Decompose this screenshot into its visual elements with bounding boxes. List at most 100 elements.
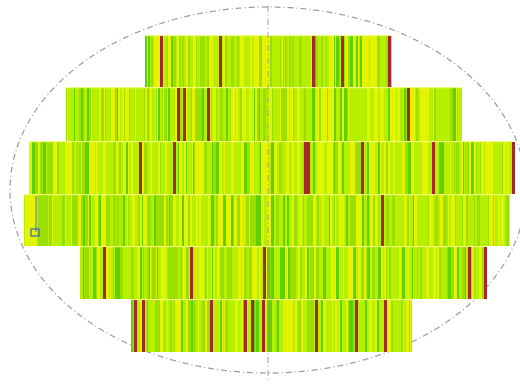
die-column xyxy=(276,194,279,246)
die-column xyxy=(316,246,319,299)
die-column xyxy=(43,141,46,194)
die-column xyxy=(219,299,220,352)
die-column xyxy=(40,141,43,194)
die-column xyxy=(477,194,480,246)
die-column xyxy=(193,141,194,194)
die-column xyxy=(374,141,375,194)
die-column xyxy=(155,246,156,299)
die-column xyxy=(232,35,234,87)
die-column xyxy=(463,194,466,246)
die-column xyxy=(374,87,375,141)
die-column xyxy=(96,246,97,299)
die-column xyxy=(402,141,405,194)
die-column xyxy=(210,35,213,87)
die-column xyxy=(226,35,227,87)
die-column xyxy=(388,87,390,141)
die-column xyxy=(469,141,470,194)
die-column xyxy=(360,35,362,87)
die-column xyxy=(297,87,300,141)
die-column xyxy=(145,87,147,141)
defect-die-column xyxy=(207,88,210,141)
die-column xyxy=(351,246,353,299)
die-column xyxy=(345,35,348,87)
die-column xyxy=(377,35,380,87)
die-column xyxy=(224,299,225,352)
die-column xyxy=(186,194,188,246)
die-column xyxy=(358,246,361,299)
die-column xyxy=(353,35,354,87)
die-column xyxy=(381,246,383,299)
die-column xyxy=(311,194,313,246)
die-column xyxy=(259,246,261,299)
die-column xyxy=(346,299,348,352)
die-column xyxy=(147,87,149,141)
die-column xyxy=(285,246,288,299)
die-column xyxy=(227,246,230,299)
die-column xyxy=(466,194,468,246)
die-rows xyxy=(24,35,515,352)
die-column xyxy=(381,87,384,141)
die-column xyxy=(244,246,247,299)
die-column xyxy=(95,194,97,246)
die-column xyxy=(29,194,30,246)
die-column xyxy=(166,87,167,141)
die-column xyxy=(338,246,339,299)
die-column xyxy=(220,194,223,246)
die-column xyxy=(216,87,217,141)
die-column xyxy=(334,194,335,246)
die-column xyxy=(141,141,144,194)
die-column xyxy=(401,299,403,352)
die-column xyxy=(263,87,266,141)
die-column xyxy=(370,141,371,194)
die-column xyxy=(384,246,386,299)
die-column xyxy=(348,35,350,87)
die-column xyxy=(169,194,170,246)
die-column xyxy=(326,35,327,87)
die-column xyxy=(150,246,151,299)
die-column xyxy=(407,246,409,299)
die-column xyxy=(99,87,101,141)
die-column xyxy=(369,299,372,352)
die-column xyxy=(91,87,92,141)
die-column xyxy=(339,141,340,194)
die-column xyxy=(410,299,411,352)
die-column xyxy=(353,246,356,299)
row-separator xyxy=(24,194,510,196)
die-column xyxy=(287,141,289,194)
die-column xyxy=(329,194,330,246)
die-column xyxy=(271,194,274,246)
die-column xyxy=(160,299,163,352)
die-column xyxy=(409,299,410,352)
die-column xyxy=(463,141,464,194)
die-column xyxy=(150,141,152,194)
die-column xyxy=(461,141,463,194)
die-column xyxy=(440,194,443,246)
die-column xyxy=(132,299,133,352)
die-row-6 xyxy=(131,299,412,352)
die-column xyxy=(322,141,324,194)
die-column xyxy=(358,35,359,87)
die-column xyxy=(328,87,330,141)
die-column xyxy=(408,141,411,194)
die-column xyxy=(218,194,220,246)
die-column xyxy=(447,246,448,299)
die-column xyxy=(465,246,466,299)
die-column xyxy=(132,194,135,246)
die-column xyxy=(348,246,351,299)
die-column xyxy=(119,141,120,194)
defect-die-column xyxy=(484,247,487,299)
die-column xyxy=(249,194,250,246)
die-column xyxy=(111,87,113,141)
die-column xyxy=(38,141,40,194)
die-column xyxy=(230,87,231,141)
die-column xyxy=(270,299,272,352)
die-column xyxy=(508,194,509,246)
die-column xyxy=(261,35,262,87)
die-column xyxy=(91,194,92,246)
row-separator xyxy=(131,299,412,301)
die-column xyxy=(90,141,92,194)
die-column xyxy=(222,299,223,352)
die-column xyxy=(193,299,196,352)
die-column xyxy=(313,246,314,299)
die-column xyxy=(179,141,182,194)
